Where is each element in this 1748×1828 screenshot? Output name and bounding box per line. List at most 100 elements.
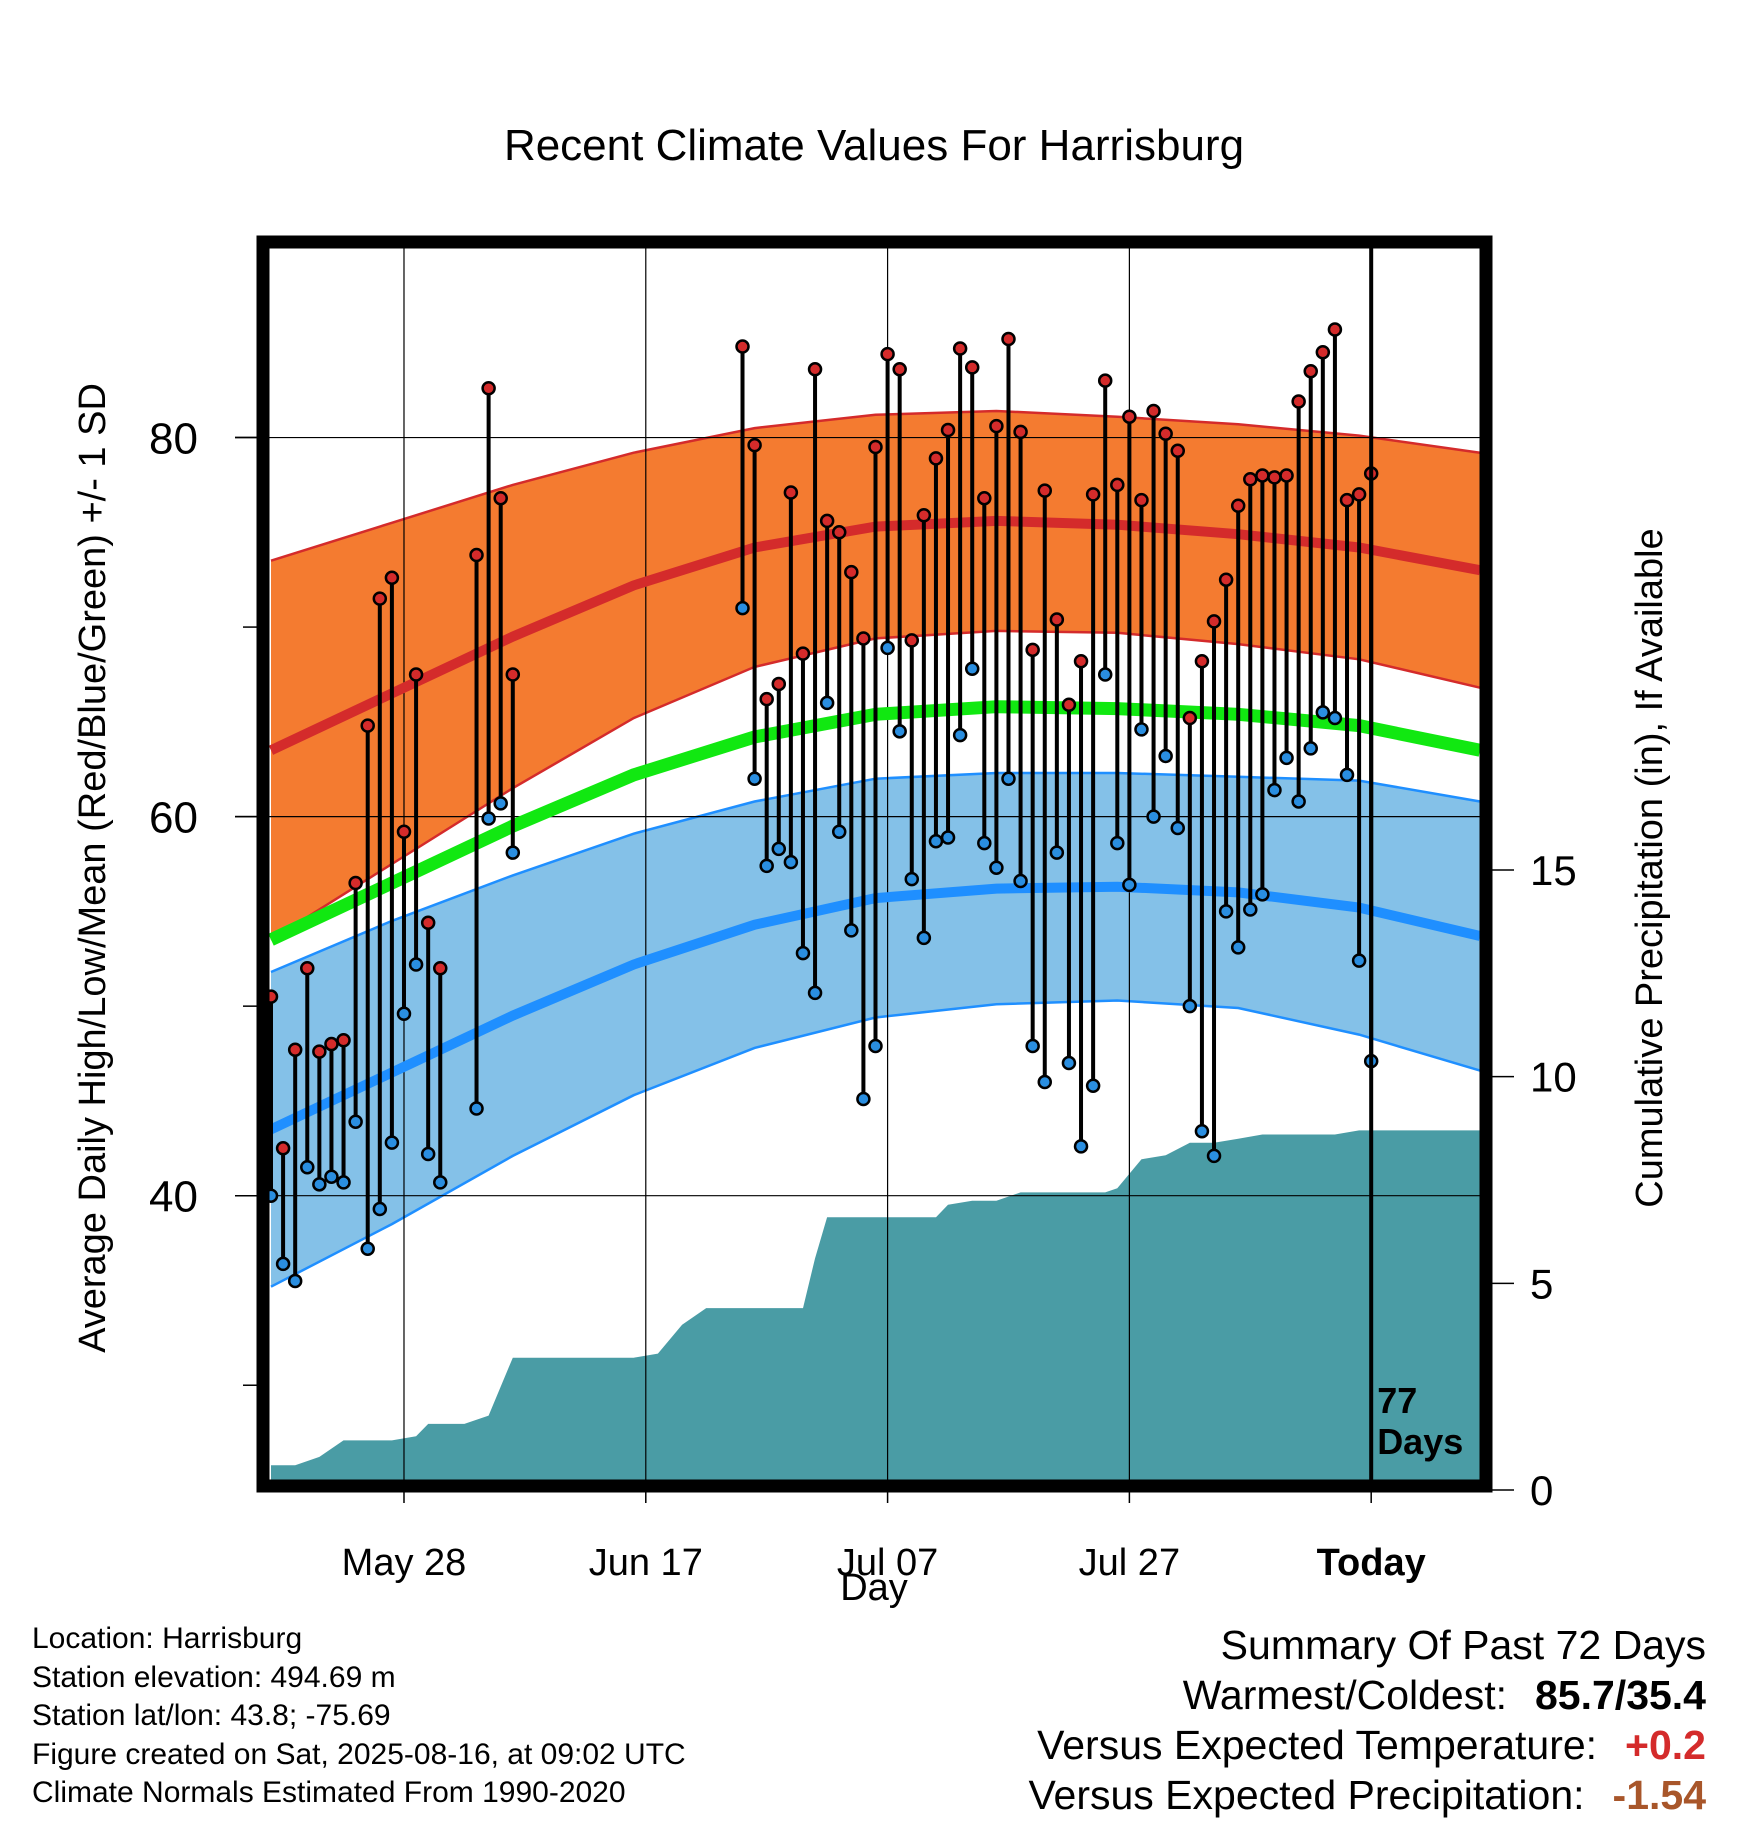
daily-high-point	[1206, 614, 1222, 629]
daily-low-point	[275, 1256, 291, 1272]
daily-stems-layer	[263, 322, 1379, 1289]
y2-tick-label: 10	[1530, 1054, 1577, 1101]
daily-high-point	[807, 362, 823, 377]
high-band-upper-edge	[270, 409, 1481, 562]
daily-high-point	[1037, 483, 1053, 498]
daily-low-point	[396, 1006, 412, 1021]
daily-high-point	[940, 422, 956, 438]
daily-low-point	[1110, 835, 1125, 851]
daily-high-point	[783, 485, 799, 500]
daily-high-point	[1013, 424, 1028, 440]
daily-high-point	[433, 960, 448, 976]
daily-low-point	[1315, 705, 1331, 720]
plot-frame	[256, 235, 1493, 1493]
daily-low-point	[1194, 1123, 1210, 1139]
daily-low-point	[819, 695, 835, 711]
y-axis-label: Average Daily High/Low/Mean (Red/Blue/Gr…	[72, 383, 114, 1353]
low-sd-band	[271, 773, 1480, 1287]
daily-low-point	[892, 724, 907, 739]
precip-value: -1.54	[1612, 1772, 1706, 1818]
y-tick-label: 40	[149, 1173, 198, 1222]
daily-high-point	[1267, 470, 1282, 485]
x-tick-label: Jul 07	[837, 1542, 938, 1584]
daily-high-point	[844, 564, 859, 580]
daily-high-point	[469, 547, 484, 563]
daily-low-point	[964, 661, 980, 677]
daily-high-point	[481, 381, 496, 396]
daily-low-point	[1279, 750, 1294, 766]
daily-low-point	[807, 985, 823, 1001]
x-tick-label: Jul 27	[1079, 1542, 1180, 1584]
daily-low-point	[1061, 1055, 1077, 1071]
daily-low-point	[1001, 771, 1016, 786]
station-info: Location: Harrisburg Station elevation: …	[32, 1620, 686, 1813]
daily-low-point	[1013, 873, 1028, 889]
daily-low-point	[940, 830, 956, 845]
daily-low-point	[989, 860, 1004, 876]
location-text: Location: Harrisburg	[32, 1622, 303, 1655]
daily-high-point	[372, 591, 388, 606]
plot-area: 77 Days May 28 Jun 17 Jul 07 Jul 27 Today 40 60…	[149, 235, 1577, 1584]
daily-high-point	[916, 507, 932, 523]
daily-high-point	[348, 875, 363, 891]
daily-high-point	[287, 1042, 303, 1057]
daily-high-point	[880, 346, 895, 362]
daily-low-point	[735, 600, 750, 616]
precip-layer	[271, 1130, 1480, 1480]
daily-high-point	[819, 513, 835, 529]
daily-low-point	[360, 1241, 375, 1257]
daily-high-point	[275, 1141, 291, 1156]
daily-high-point	[1110, 477, 1125, 493]
daily-high-point	[1351, 487, 1367, 502]
temp-row: Versus Expected Temperature: +0.2	[1028, 1720, 1706, 1770]
summary-panel: Summary Of Past 72 Days Warmest/Coldest:…	[1028, 1620, 1706, 1820]
daily-low-point	[1230, 940, 1246, 955]
daily-high-point	[1146, 403, 1161, 419]
precip-label: Versus Expected Precipitation:	[1028, 1772, 1585, 1818]
daily-low-point	[977, 835, 992, 851]
daily-high-point	[831, 525, 847, 540]
today-days-label-line: 77	[1377, 1380, 1417, 1421]
axes-layer: May 28 Jun 17 Jul 07 Jul 27 Today 40 60 80 0 5 10 1…	[149, 235, 1577, 1584]
daily-high-point	[1291, 394, 1306, 409]
daily-high-point	[312, 1044, 327, 1059]
daily-low-point	[1327, 710, 1343, 726]
daily-low-point	[324, 1169, 339, 1184]
daily-low-point	[1182, 998, 1198, 1014]
daily-low-point	[747, 771, 762, 786]
daily-low-point	[952, 727, 968, 743]
warm-cold-label: Warmest/Coldest:	[1182, 1672, 1507, 1718]
today-days-label-line: Days	[1377, 1421, 1463, 1462]
daily-high-point	[856, 631, 871, 646]
daily-low-point	[469, 1101, 484, 1116]
daily-low-point	[1303, 741, 1318, 756]
warm-cold-value: 85.7/35.4	[1535, 1672, 1706, 1718]
daily-high-point	[1122, 409, 1137, 424]
daily-low-point	[384, 1135, 400, 1150]
temp-label: Versus Expected Temperature:	[1037, 1722, 1598, 1768]
daily-high-point	[795, 646, 811, 661]
daily-high-point	[336, 1033, 351, 1048]
y2-tick-label: 15	[1530, 847, 1577, 894]
daily-low-point	[420, 1146, 436, 1162]
daily-high-point	[420, 915, 436, 931]
precip-area	[271, 1130, 1480, 1480]
daily-low-point	[856, 1091, 871, 1107]
daily-high-point	[1097, 373, 1113, 388]
daily-high-point	[1049, 612, 1065, 627]
daily-low-point	[1267, 782, 1282, 798]
precip-row: Versus Expected Precipitation: -1.54	[1028, 1770, 1706, 1820]
daily-low-point	[1339, 767, 1355, 783]
daily-low-point	[1291, 794, 1306, 809]
daily-high-point	[1218, 572, 1234, 587]
daily-low-point	[505, 845, 521, 860]
daily-low-point	[1206, 1148, 1222, 1164]
daily-low-point	[1085, 1078, 1101, 1094]
daily-high-point	[904, 633, 920, 648]
daily-low-point	[433, 1175, 448, 1190]
daily-high-point	[1158, 426, 1173, 441]
daily-high-point	[977, 490, 992, 506]
daily-low-point	[904, 871, 920, 887]
daily-low-point	[1134, 722, 1149, 737]
daily-low-point	[759, 858, 774, 874]
